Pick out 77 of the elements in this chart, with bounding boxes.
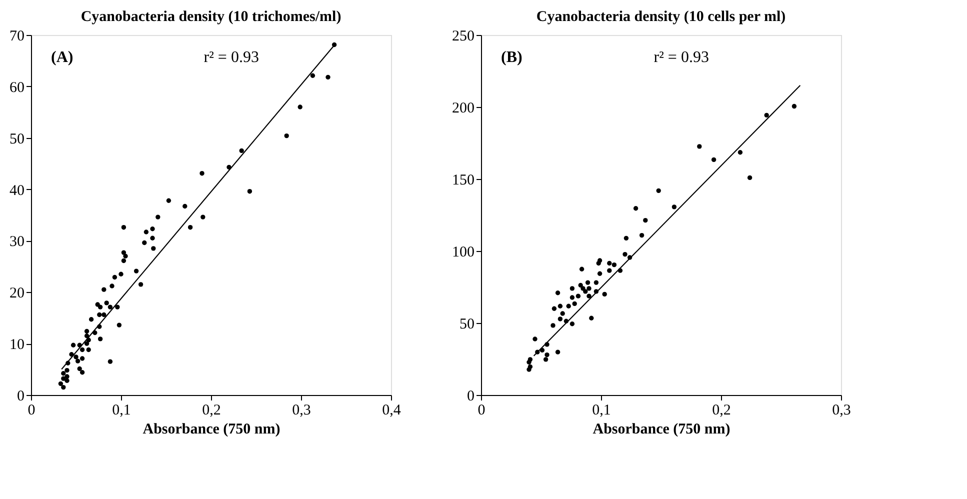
y-tick-label: 10: [10, 337, 24, 354]
point: [570, 322, 575, 326]
x-tick-label: 0,3: [292, 402, 311, 418]
chart-title: Cyanobacteria density (10 cells per ml): [536, 9, 786, 25]
point: [540, 348, 545, 353]
point: [555, 290, 560, 296]
x-tick-label: 0,1: [112, 402, 131, 418]
point: [583, 289, 588, 294]
point: [579, 266, 584, 272]
point: [532, 336, 538, 342]
x-tick-label: 0,2: [202, 402, 221, 418]
point: [607, 260, 612, 266]
y-tick-label: 0: [17, 388, 24, 404]
annotation: r² = 0.93: [204, 49, 259, 66]
point: [558, 304, 563, 308]
x-tick-label: 0: [28, 402, 36, 418]
point: [526, 360, 532, 365]
point: [578, 282, 583, 288]
x-tick-label: 0,1: [592, 402, 611, 418]
x-axis-title: Absorbance (750 nm): [142, 422, 280, 438]
point: [764, 112, 769, 118]
point: [643, 218, 648, 223]
x-tick-label: 0,4: [382, 402, 402, 418]
point: [560, 311, 565, 316]
y-tick-label: 20: [10, 286, 24, 302]
point: [572, 301, 577, 306]
chart-title: Cyanobacteria density (10 trichomes/ml): [80, 9, 342, 25]
point: [639, 232, 644, 238]
point: [586, 286, 592, 291]
point: [566, 304, 571, 308]
point: [607, 268, 612, 273]
point: [589, 316, 594, 320]
point: [596, 260, 601, 266]
point: [624, 236, 629, 241]
y-tick-label: 30: [10, 234, 24, 250]
point: [672, 204, 677, 210]
point: [792, 104, 797, 109]
point: [526, 367, 532, 372]
point: [576, 294, 581, 298]
point: [570, 286, 575, 291]
annotation: (B): [501, 49, 522, 66]
point: [633, 206, 638, 211]
y-tick-label: 60: [10, 80, 24, 96]
y-tick-label: 150: [452, 172, 474, 188]
point: [622, 252, 628, 257]
y-tick-label: 0: [467, 388, 474, 404]
point: [597, 271, 602, 276]
point: [550, 323, 556, 328]
y-tick-label: 250: [452, 28, 474, 44]
point: [558, 316, 563, 322]
point: [738, 150, 743, 155]
y-tick-label: 40: [10, 182, 24, 199]
x-tick-label: 0,2: [712, 402, 731, 418]
point: [612, 262, 617, 268]
point: [697, 144, 702, 149]
x-tick-label: 0,3: [832, 402, 851, 418]
point: [555, 350, 560, 354]
point: [711, 157, 716, 162]
point: [585, 280, 590, 285]
point: [602, 292, 607, 297]
point: [544, 352, 550, 358]
point: [543, 357, 548, 362]
point: [552, 306, 557, 311]
point: [656, 188, 661, 194]
y-tick-label: 50: [460, 316, 474, 332]
x-tick-label: 0: [478, 402, 486, 418]
y-tick-label: 100: [452, 244, 474, 260]
y-tick-label: 70: [10, 28, 24, 44]
annotation: r² = 0.93: [654, 49, 709, 66]
annotation: (A): [51, 49, 74, 66]
point: [747, 175, 752, 180]
x-axis-title: Absorbance (750 nm): [592, 422, 730, 438]
point: [586, 294, 592, 298]
point: [594, 280, 599, 285]
point: [570, 295, 575, 300]
y-tick-label: 200: [452, 100, 474, 116]
y-tick-label: 50: [10, 131, 24, 148]
